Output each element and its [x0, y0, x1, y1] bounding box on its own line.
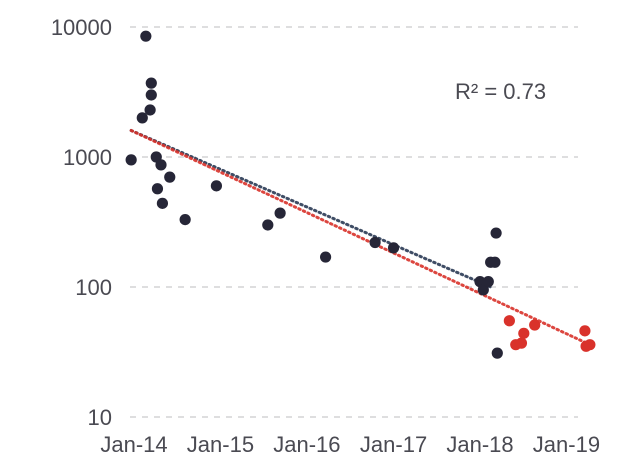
data-point-s2-4 — [518, 327, 530, 339]
data-point-s1-10 — [156, 197, 169, 209]
trendline-2 — [129, 128, 592, 347]
data-point-s1-4 — [144, 104, 156, 116]
data-point-s1-5 — [145, 89, 157, 101]
data-point-s1-15 — [274, 207, 286, 219]
trendline-1 — [129, 128, 493, 289]
x-tick-label-Jan-19: Jan-19 — [533, 432, 600, 457]
data-point-s1-16 — [319, 251, 332, 263]
y-tick-label-100: 100 — [75, 275, 112, 300]
tick-labels: 10 100 1000 10000 Jan-14 Jan-15 Jan-16 Jan-17 Ja… — [51, 15, 600, 457]
data-point-s1-13 — [210, 180, 223, 192]
data-point-s1-25 — [491, 347, 503, 359]
data-point-s1-1 — [125, 154, 137, 166]
x-tick-label-Jan-14: Jan-14 — [100, 432, 167, 457]
data-point-s1-12 — [179, 213, 191, 226]
data-point-s1-9 — [155, 159, 167, 171]
x-tick-label-Jan-18: Jan-18 — [446, 432, 513, 457]
data-point-s1-21 — [482, 276, 494, 288]
y-tick-label-10000: 10000 — [51, 15, 112, 40]
data-point-s1-24 — [490, 227, 502, 239]
data-point-s1-3 — [140, 30, 152, 42]
data-point-s2-8 — [584, 339, 596, 351]
x-tick-label-Jan-17: Jan-17 — [360, 432, 427, 457]
data-point-s1-8 — [151, 183, 164, 195]
y-tick-label-10: 10 — [88, 405, 112, 430]
data-point-s1-17 — [369, 236, 381, 249]
data-point-s1-23 — [489, 256, 501, 268]
data-point-s2-6 — [579, 325, 591, 337]
data-point-s1-14 — [262, 219, 274, 231]
data-point-s1-18 — [387, 242, 400, 254]
x-tick-label-Jan-15: Jan-15 — [187, 432, 254, 457]
x-tick-label-Jan-16: Jan-16 — [273, 432, 340, 457]
data-point-s2-5 — [529, 319, 541, 331]
data-point-s2-3 — [515, 337, 528, 349]
data-point-s2-1 — [503, 315, 515, 327]
grid-lines — [130, 26, 578, 418]
trendlines — [129, 128, 592, 347]
data-point-s1-2 — [136, 112, 148, 124]
data-point-s1-11 — [164, 171, 176, 183]
r-squared-annotation: R² = 0.73 — [455, 79, 546, 104]
data-point-s1-20 — [477, 284, 489, 296]
y-tick-label-1000: 1000 — [63, 145, 112, 170]
data-point-s1-6 — [145, 77, 157, 89]
data-points — [125, 30, 596, 359]
